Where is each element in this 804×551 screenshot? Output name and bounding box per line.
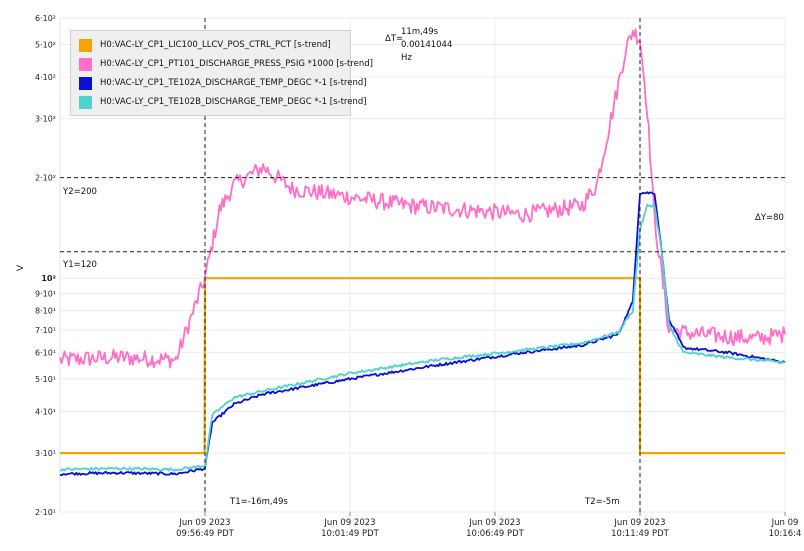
y-axis-label: V	[16, 264, 26, 271]
legend-swatch	[79, 95, 92, 109]
y-tick-label: 2·10¹	[35, 508, 56, 517]
x-tick-label: 10:16:4	[769, 529, 802, 539]
y-tick-label: 2·10²	[35, 174, 56, 183]
legend-item[interactable]: H0:VAC-LY_CP1_LIC100_LLCV_POS_CTRL_PCT […	[79, 38, 331, 52]
x-tick-label: Jun 09	[771, 518, 799, 528]
delta-t-symbol: ΔT=	[385, 34, 404, 44]
x-tick-label: 09:56:49 PDT	[176, 529, 235, 539]
x-tick-label: Jun 09 2023	[323, 518, 375, 528]
legend-label: H0:VAC-LY_CP1_PT101_DISCHARGE_PRESS_PSIG…	[100, 59, 373, 69]
y-tick-label: 8·10¹	[35, 307, 56, 316]
x-tick-label: 10:06:49 PDT	[466, 529, 525, 539]
legend-item[interactable]: H0:VAC-LY_CP1_PT101_DISCHARGE_PRESS_PSIG…	[79, 57, 373, 71]
series-line	[59, 28, 786, 369]
t2-label: T2=-5m	[585, 497, 620, 507]
cursor-markers	[60, 18, 785, 512]
x-tick-label: 10:11:49 PDT	[611, 529, 670, 539]
delta-t-frequency: 0.00141044 Hz	[401, 40, 453, 63]
x-tick-label: Jun 09 2023	[613, 518, 665, 528]
legend: H0:VAC-LY_CP1_LIC100_LLCV_POS_CTRL_PCT […	[70, 30, 373, 116]
legend-swatch	[79, 38, 92, 52]
x-tick-label: Jun 09 2023	[468, 518, 520, 528]
legend-swatch	[79, 57, 92, 71]
series-line	[59, 203, 786, 472]
series-line	[60, 277, 785, 455]
y-tick-label: 6·10²	[35, 14, 56, 23]
delta-t-value: 11m,49s	[401, 27, 439, 37]
y1-label: Y1=120	[63, 260, 97, 270]
delta-y-label: ΔY=80	[755, 213, 784, 223]
series-line	[59, 191, 786, 477]
legend-item[interactable]: H0:VAC-LY_CP1_TE102A_DISCHARGE_TEMP_DEGC…	[79, 76, 367, 90]
legend-label: H0:VAC-LY_CP1_TE102B_DISCHARGE_TEMP_DEGC…	[100, 97, 367, 107]
legend-swatch	[79, 76, 92, 90]
y-tick-label: 5·10²	[35, 40, 56, 49]
y-tick-label: 3·10²	[35, 115, 56, 124]
t1-label: T1=-16m,49s	[230, 497, 288, 507]
y-tick-label: 6·10¹	[35, 348, 56, 357]
y-axis: 2·10¹ 3·10¹ 4·10¹ 5·10¹ 6·10¹ 7·10¹ 8·10¹ 9·10¹…	[35, 14, 57, 517]
legend-label: H0:VAC-LY_CP1_LIC100_LLCV_POS_CTRL_PCT […	[100, 40, 331, 50]
y-tick-label: 5·10¹	[35, 375, 56, 384]
legend-item[interactable]: H0:VAC-LY_CP1_TE102B_DISCHARGE_TEMP_DEGC…	[79, 95, 367, 109]
x-tick-label: Jun 09 2023	[178, 518, 230, 528]
y-tick-label: 3·10¹	[35, 449, 56, 458]
legend-label: H0:VAC-LY_CP1_TE102A_DISCHARGE_TEMP_DEGC…	[100, 78, 367, 88]
x-tick-label: 10:01:49 PDT	[321, 529, 380, 539]
y-tick-label: 7·10¹	[35, 326, 56, 335]
y2-label: Y2=200	[63, 187, 97, 197]
y-tick-label: 4·10¹	[35, 407, 56, 416]
y-tick-label: 9·10¹	[35, 290, 56, 299]
y-tick-label: 4·10²	[35, 73, 56, 82]
y-tick-label: 10²	[41, 274, 56, 283]
